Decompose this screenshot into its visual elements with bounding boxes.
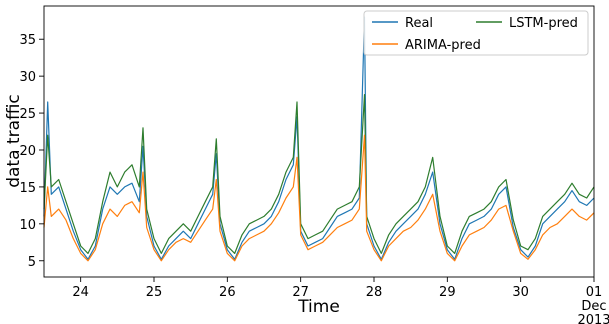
- plot-lines: [43, 16, 595, 262]
- x-tick-label: 28: [366, 285, 383, 300]
- x-tick-label: 30: [512, 285, 529, 300]
- y-tick-label: 10: [19, 218, 36, 233]
- x-tick-label: 29: [439, 285, 456, 300]
- y-tick-label: 35: [19, 33, 36, 48]
- y-tick-label: 20: [19, 144, 36, 159]
- x-tick-label: 27: [292, 285, 309, 300]
- x-tick-label: 24: [72, 285, 89, 300]
- series-line-real: [43, 16, 595, 260]
- legend: Real LSTM-pred ARIMA-pred: [363, 10, 589, 56]
- x-tick-label: 25: [146, 285, 163, 300]
- series-line-lstm-pred: [43, 94, 595, 254]
- x-tick-label: 01: [586, 285, 603, 300]
- y-tick-label: 25: [19, 107, 36, 122]
- y-tick-label: 15: [19, 181, 36, 196]
- y-tick-label: 5: [28, 255, 36, 270]
- legend-label: LSTM-pred: [509, 16, 578, 31]
- x-tick-sublabel: 2013: [577, 313, 609, 324]
- x-axis-label: Time: [297, 297, 340, 317]
- legend-frame: [363, 10, 589, 56]
- plot-frame: [43, 5, 595, 278]
- y-axis: 5 10 15 20 25 30 35: [19, 33, 44, 270]
- legend-label: Real: [405, 16, 433, 31]
- legend-label: ARIMA-pred: [405, 38, 481, 53]
- y-axis-label: data traffic: [4, 94, 24, 188]
- series-line-arima-pred: [43, 134, 595, 262]
- x-tick-sublabel: Dec: [581, 299, 606, 314]
- y-tick-label: 30: [19, 70, 36, 85]
- x-tick-label: 26: [219, 285, 236, 300]
